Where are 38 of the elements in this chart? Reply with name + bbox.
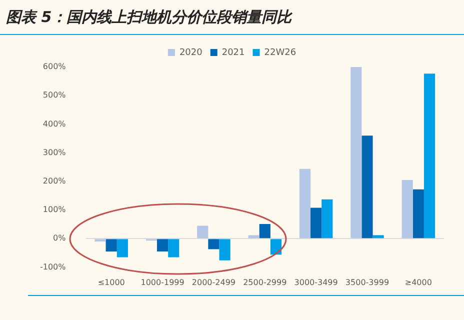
y-tick-label: 600% bbox=[42, 62, 66, 72]
bar bbox=[106, 239, 117, 252]
bar bbox=[197, 226, 208, 238]
bar bbox=[248, 235, 260, 238]
bar bbox=[259, 224, 270, 238]
y-tick-label: 0% bbox=[53, 234, 66, 243]
x-tick-label: 3500-3999 bbox=[345, 278, 390, 288]
bar bbox=[208, 239, 220, 250]
bar bbox=[270, 239, 282, 255]
bar bbox=[168, 239, 180, 258]
bar bbox=[156, 239, 168, 252]
y-tick-label: 500% bbox=[42, 90, 66, 100]
x-tick-label: 3000-3499 bbox=[294, 278, 338, 288]
x-tick-label: ≤1000 bbox=[98, 278, 125, 288]
x-tick-label: 1000-1999 bbox=[140, 278, 184, 288]
bar bbox=[362, 136, 373, 238]
bar bbox=[402, 180, 413, 238]
y-tick-label: 400% bbox=[42, 119, 66, 128]
y-tick-label: 200% bbox=[42, 176, 66, 186]
legend-label: 2020 bbox=[179, 48, 203, 58]
bar bbox=[219, 239, 230, 260]
x-tick-label: ≥4000 bbox=[404, 278, 432, 288]
x-tick-label: 2000-2499 bbox=[192, 278, 236, 288]
y-tick-label: -100% bbox=[40, 262, 66, 272]
chart-title: 图表 5：国内线上扫地机分价位段销量同比 bbox=[6, 8, 292, 27]
bar bbox=[322, 199, 333, 238]
legend-label: 2021 bbox=[222, 48, 245, 58]
bar bbox=[350, 67, 362, 238]
bar bbox=[372, 235, 384, 238]
x-tick-label: 2500-2999 bbox=[243, 278, 287, 288]
bar bbox=[299, 168, 311, 238]
bar bbox=[116, 239, 128, 258]
legend-label: 22W26 bbox=[264, 48, 296, 58]
bar bbox=[412, 189, 424, 238]
bar bbox=[310, 208, 322, 238]
y-tick-label: 300% bbox=[42, 148, 66, 157]
bar bbox=[424, 74, 436, 238]
y-tick-label: 100% bbox=[42, 205, 66, 214]
